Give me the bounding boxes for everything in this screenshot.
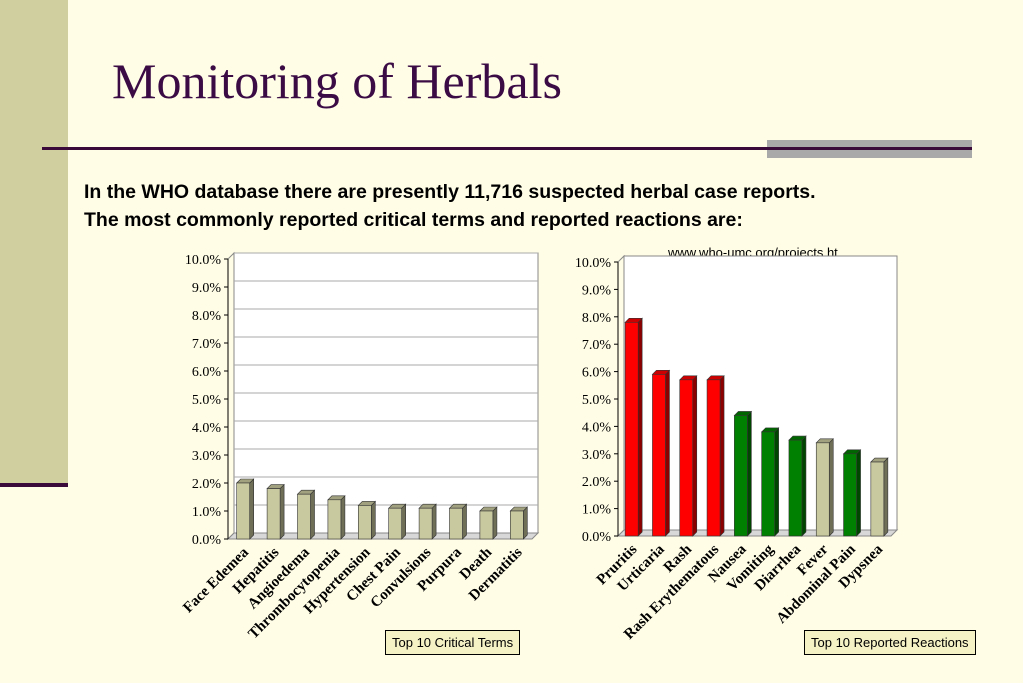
bar-front (297, 493, 311, 540)
bar (651, 369, 671, 537)
bar (815, 438, 834, 537)
bar-side (719, 375, 725, 537)
bar-front (679, 379, 694, 537)
bar-front (652, 374, 666, 537)
bar-side (856, 449, 861, 537)
intro-text-line-1: In the WHO database there are presently … (84, 181, 816, 203)
bar (357, 500, 377, 540)
bar-front (388, 507, 403, 540)
y-tick-label: 6.0% (192, 365, 222, 380)
bar-side (801, 435, 807, 537)
bar (235, 478, 255, 540)
bar (327, 495, 346, 540)
reported-reactions-caption: Top 10 Reported Reactions (804, 630, 976, 655)
title-rule-overlay (767, 147, 972, 150)
intro-text-line-2: The most commonly reported critical term… (84, 209, 743, 231)
bar-front (266, 488, 281, 540)
bar (479, 506, 498, 540)
bar-front (357, 505, 372, 540)
bar-front (418, 507, 433, 540)
bar-side (637, 317, 643, 537)
bar (509, 506, 529, 540)
bar-front (788, 439, 803, 537)
y-tick-label: 4.0% (582, 420, 612, 435)
bar-front (761, 431, 775, 537)
y-tick-label: 4.0% (192, 421, 222, 436)
y-tick-label: 6.0% (582, 366, 612, 381)
side-band-underline (0, 483, 68, 487)
y-tick-label: 7.0% (192, 337, 222, 352)
bar-front (870, 461, 885, 537)
bar-side (747, 410, 752, 537)
bar-front (509, 510, 524, 540)
bar (624, 317, 643, 537)
bar (788, 435, 807, 537)
critical-terms-caption: Top 10 Critical Terms (385, 630, 521, 655)
y-tick-label: 2.0% (582, 475, 612, 490)
title-rule (42, 147, 972, 150)
bar (418, 503, 437, 540)
bar (266, 483, 285, 540)
y-tick-label: 8.0% (582, 311, 612, 326)
bar-side (692, 375, 698, 537)
slide-title: Monitoring of Herbals (112, 53, 562, 109)
y-tick-label: 8.0% (192, 309, 222, 324)
bar-front (843, 453, 857, 537)
y-tick-label: 9.0% (192, 281, 222, 296)
bar-side (665, 369, 670, 537)
bar-side (774, 427, 779, 537)
bar-front (449, 507, 463, 540)
y-tick-label: 0.0% (192, 533, 222, 548)
bar-front (706, 379, 721, 537)
bar-front (327, 499, 342, 540)
bar-front (236, 482, 250, 540)
decorative-side-band (0, 0, 68, 485)
plot-side-wall (617, 254, 625, 538)
bar (733, 410, 753, 537)
bar (706, 375, 725, 537)
y-tick-label: 7.0% (582, 338, 612, 353)
bar-front (815, 442, 830, 537)
bar (387, 503, 407, 540)
bar-front (624, 321, 639, 537)
y-tick-label: 5.0% (192, 393, 222, 408)
y-tick-label: 10.0% (575, 256, 612, 271)
bar (679, 375, 698, 537)
bar-side (883, 457, 889, 537)
y-tick-label: 1.0% (582, 503, 612, 518)
bar (448, 503, 468, 540)
y-tick-label: 3.0% (192, 449, 222, 464)
y-tick-label: 5.0% (582, 393, 612, 408)
y-tick-label: 2.0% (192, 477, 222, 492)
bar (760, 427, 780, 537)
bar-front (734, 415, 748, 537)
y-tick-label: 9.0% (582, 283, 612, 298)
y-tick-label: 3.0% (582, 448, 612, 463)
y-tick-label: 0.0% (582, 530, 612, 545)
y-tick-label: 1.0% (192, 505, 222, 520)
bar (870, 457, 889, 537)
bar-side (828, 438, 834, 537)
bar (296, 489, 316, 540)
bar-front (479, 510, 494, 540)
y-tick-label: 10.0% (185, 253, 222, 268)
bar (842, 449, 862, 537)
